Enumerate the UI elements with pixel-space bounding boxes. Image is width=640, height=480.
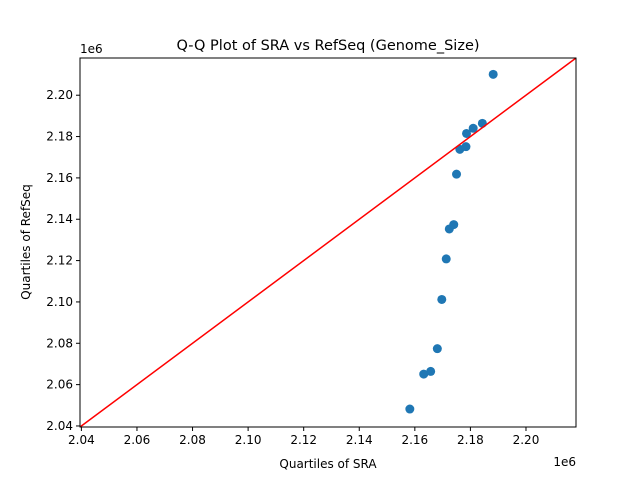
data-point [432, 344, 442, 354]
data-point [477, 118, 487, 128]
y-tick-label: 2.14 [46, 212, 73, 226]
x-tick-label: 2.06 [124, 433, 151, 447]
x-tick-label: 2.16 [401, 433, 428, 447]
x-tick-label: 2.14 [346, 433, 373, 447]
plot-frame [79, 57, 577, 428]
x-axis-label: Quartiles of SRA [279, 457, 377, 471]
y-offset-label: 1e6 [80, 42, 103, 56]
data-point [405, 404, 415, 414]
x-tick-label: 2.20 [513, 433, 540, 447]
reference-line [79, 57, 577, 428]
data-point [449, 220, 459, 230]
x-offset-label: 1e6 [553, 455, 576, 469]
y-tick-label: 2.06 [46, 378, 73, 392]
y-tick-label: 2.10 [46, 295, 73, 309]
y-tick-label: 2.04 [46, 419, 73, 433]
x-tick-label: 2.18 [457, 433, 484, 447]
y-tick-label: 2.16 [46, 171, 73, 185]
data-point [452, 169, 462, 179]
data-point [426, 366, 436, 376]
x-tick-label: 2.12 [290, 433, 317, 447]
x-tick-label: 2.04 [68, 433, 95, 447]
data-point [462, 128, 472, 138]
data-point [419, 369, 429, 379]
data-point [488, 69, 498, 79]
data-point [441, 254, 451, 264]
y-tick-label: 2.20 [46, 88, 73, 102]
x-tick-label: 2.08 [179, 433, 206, 447]
data-point [437, 294, 447, 304]
chart-title: Q-Q Plot of SRA vs RefSeq (Genome_Size) [176, 38, 479, 54]
y-axis-label: Quartiles of RefSeq [19, 184, 33, 300]
y-tick-label: 2.12 [46, 254, 73, 268]
data-point [468, 123, 478, 133]
y-tick-label: 2.18 [46, 130, 73, 144]
data-point [461, 142, 471, 152]
y-tick-label: 2.08 [46, 336, 73, 350]
x-tick-label: 2.10 [235, 433, 262, 447]
